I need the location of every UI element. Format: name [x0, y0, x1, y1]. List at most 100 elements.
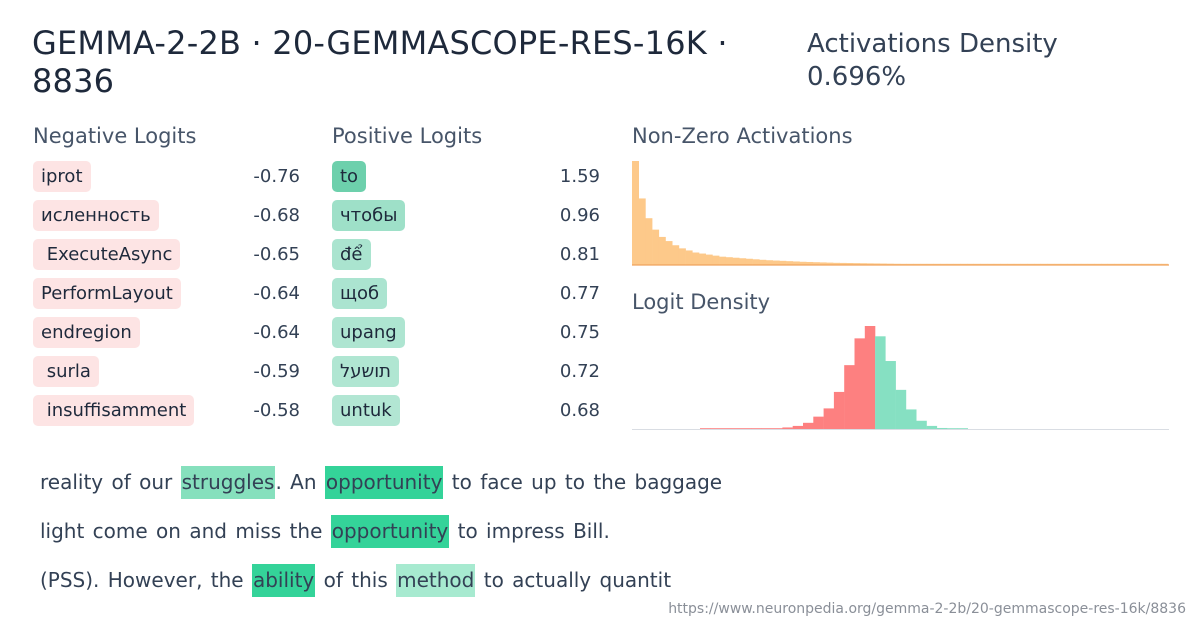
logit-row: insuffisamment -0.58	[33, 394, 300, 433]
activation-bar	[859, 263, 867, 265]
activation-bar	[1141, 263, 1149, 265]
logit-density-bar	[720, 428, 732, 429]
activation-bar	[913, 263, 921, 265]
activation-bar	[638, 198, 646, 265]
logit-token: чтобы	[332, 200, 406, 231]
logit-row: исленность -0.68	[33, 199, 300, 238]
example-line: light come on and miss the opportunity t…	[40, 509, 840, 558]
highlighted-token[interactable]: opportunity	[330, 515, 450, 548]
logit-row: щоб 0.77	[332, 277, 600, 316]
logit-value: -0.58	[253, 400, 300, 421]
activation-bar	[926, 263, 934, 265]
example-text: to impress Bill.	[449, 519, 610, 543]
positive-logits-list: to 1.59 чтобы 0.96 để 0.81 щоб 0.77 upang 0.75 תוש…	[332, 160, 600, 433]
activation-bar	[812, 262, 820, 265]
activation-bar	[853, 263, 861, 265]
activation-bar	[1034, 263, 1041, 265]
logit-row: תושעל 0.72	[332, 355, 600, 394]
activation-bar	[652, 229, 660, 265]
nonzero-activations-chart	[632, 161, 1169, 266]
activation-bar	[980, 263, 988, 265]
activation-bar	[1074, 263, 1082, 265]
activation-bar	[1161, 263, 1169, 265]
logit-density-bar	[792, 425, 804, 429]
logit-token: endregion	[33, 317, 140, 348]
logit-row: endregion -0.64	[33, 316, 300, 355]
activation-bar	[960, 263, 968, 265]
activation-bar	[645, 218, 653, 265]
activation-bar	[1114, 263, 1122, 265]
negative-logits-title: Negative Logits	[33, 124, 197, 148]
activation-bar	[1147, 263, 1155, 265]
activation-bar	[792, 261, 800, 265]
activation-bar	[712, 255, 720, 265]
logit-density-bar	[875, 336, 886, 429]
activation-bar	[1101, 263, 1108, 265]
positive-logits-title: Positive Logits	[332, 124, 483, 148]
activation-bar	[1054, 263, 1062, 265]
activation-bar	[1134, 263, 1142, 265]
activation-bar	[933, 263, 941, 265]
activation-bar	[886, 263, 894, 265]
activation-bar	[993, 263, 1001, 265]
activation-bar	[1067, 263, 1075, 265]
activation-bar	[833, 262, 840, 265]
activation-bar	[699, 253, 706, 265]
source-url[interactable]: https://www.neuronpedia.org/gemma-2-2b/2…	[668, 601, 1186, 617]
logit-density-bar	[803, 422, 814, 429]
logit-row: to 1.59	[332, 160, 600, 199]
logit-density-bar	[761, 428, 773, 429]
logit-token: upang	[332, 317, 405, 348]
activation-bar	[705, 254, 713, 265]
logit-row: ExecuteAsync -0.65	[33, 238, 300, 277]
highlighted-token[interactable]: struggles	[180, 466, 276, 499]
logit-token: untuk	[332, 395, 400, 426]
activation-bar	[685, 250, 693, 265]
logit-value: 1.59	[559, 166, 600, 187]
logit-value: -0.65	[253, 244, 300, 265]
density-label: Activations Density	[807, 29, 1058, 59]
logit-token: исленность	[33, 200, 159, 231]
logit-value: 0.68	[559, 400, 600, 421]
activation-bar	[1060, 263, 1068, 265]
activation-bar	[772, 260, 780, 265]
activation-bar	[658, 236, 666, 265]
activation-bar	[973, 263, 981, 265]
logit-token: ExecuteAsync	[33, 239, 181, 270]
activations-density: Activations Density 0.696%	[807, 28, 1187, 94]
activation-bar	[1013, 263, 1021, 265]
activation-bar	[819, 262, 827, 265]
activation-bar	[779, 260, 787, 265]
activation-bar	[826, 262, 834, 265]
feature-title: GEMMA-2-2B · 20-GEMMASCOPE-RES-16K · 883…	[32, 24, 728, 100]
activation-bar	[953, 263, 961, 265]
example-text: light come on and miss the	[40, 519, 331, 543]
logit-density-bar	[813, 416, 824, 429]
logit-token: surla	[33, 356, 99, 387]
logit-density-bar	[854, 338, 865, 429]
activation-bar	[732, 257, 740, 265]
activation-bar	[1040, 263, 1048, 265]
example-text: . An	[275, 470, 325, 494]
activation-bar	[1094, 263, 1102, 265]
activation-bar	[665, 241, 673, 265]
example-text: to actually quantit	[475, 568, 672, 592]
activation-bar	[632, 161, 639, 265]
logit-density-bar	[864, 326, 876, 429]
logit-token: để	[332, 239, 371, 270]
logit-row: upang 0.75	[332, 316, 600, 355]
logit-row: iprot -0.76	[33, 160, 300, 199]
highlighted-token[interactable]: ability	[251, 564, 316, 597]
logit-density-bar	[710, 428, 721, 429]
logit-density-bar	[741, 428, 752, 429]
logit-value: -0.76	[253, 166, 300, 187]
highlighted-token[interactable]: method	[396, 564, 476, 597]
highlighted-token[interactable]: opportunity	[324, 466, 444, 499]
activation-bar	[967, 263, 974, 265]
logit-density-bar	[906, 409, 917, 429]
activation-bar	[692, 252, 700, 265]
logit-density-bar	[751, 428, 762, 429]
logit-density-bar	[895, 389, 907, 429]
logit-density-bar	[700, 428, 711, 429]
example-text: (PSS). However, the	[40, 568, 252, 592]
